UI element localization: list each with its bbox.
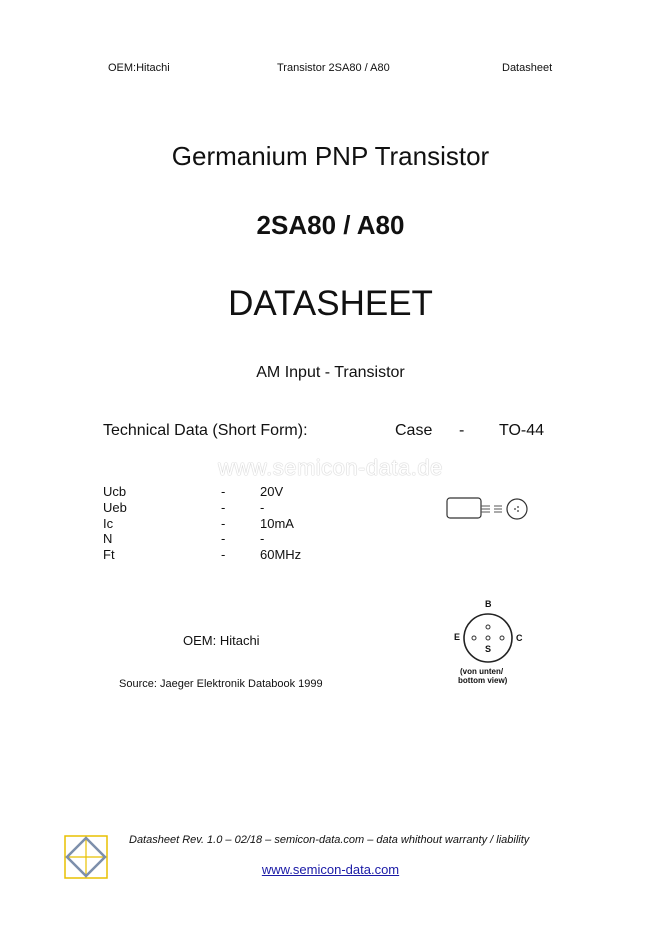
spec-name: Ft <box>103 547 115 562</box>
spec-sep: - <box>221 500 226 515</box>
part-number: 2SA80 / A80 <box>256 210 405 240</box>
spec-name: Ic <box>103 516 114 531</box>
page-title: Germanium PNP Transistor <box>171 141 490 171</box>
case-dash: - <box>459 422 465 439</box>
spec-name: Ucb <box>103 484 127 499</box>
spec-name: Ueb <box>103 500 127 515</box>
spec-row: Ft - 60MHz <box>0 547 661 563</box>
pin-c-label: C <box>516 633 523 643</box>
oem-label: OEM: Hitachi <box>183 633 260 648</box>
semicon-data-logo <box>64 835 108 879</box>
case-outline-icon <box>446 497 528 520</box>
spec-row: Ucb - 20V <box>0 484 661 500</box>
footer-text: Datasheet Rev. 1.0 – 02/18 – semicon-dat… <box>129 834 530 846</box>
pinout-diagram: B E C S (von unten/ bottom view) <box>440 598 540 690</box>
spec-value: 10mA <box>260 516 294 531</box>
pinout-caption-1: (von unten/ <box>460 667 504 676</box>
pin-e-label: E <box>454 632 461 642</box>
header-title: Transistor 2SA80 / A80 <box>277 62 390 74</box>
spec-name: N <box>103 531 113 546</box>
spec-row: N-- <box>0 531 661 547</box>
spec-sep: - <box>221 516 226 531</box>
technical-data-label: Technical Data (Short Form): <box>103 422 308 439</box>
doc-type-heading: DATASHEET <box>228 284 433 323</box>
watermark: www.semicon-data.de <box>218 455 443 480</box>
case-value: TO-44 <box>499 422 545 439</box>
header-doc-type: Datasheet <box>502 62 553 74</box>
spec-row: Ic - 10mA <box>0 516 661 532</box>
header-oem: OEM:Hitachi <box>108 62 170 74</box>
pinout-circle-icon <box>463 613 513 663</box>
source-label: Source: Jaeger Elektronik Databook 1999 <box>119 678 323 690</box>
pin-s-label: S <box>485 644 492 654</box>
pinout-caption-2: bottom view) <box>458 676 508 685</box>
spec-row: Ueb - - <box>0 500 661 516</box>
pin-b-label: B <box>485 599 492 609</box>
spec-sep: - <box>221 484 226 499</box>
website-link[interactable]: www.semicon-data.com <box>261 862 400 877</box>
spec-sep: - <box>221 547 226 562</box>
spec-value: - <box>260 531 265 546</box>
spec-value: 60MHz <box>260 547 302 562</box>
spec-value: - <box>260 500 265 515</box>
spec-sep: - <box>221 531 226 546</box>
spec-value: 20V <box>260 484 284 499</box>
subtitle: AM Input - Transistor <box>256 364 405 381</box>
case-label: Case <box>395 422 433 439</box>
